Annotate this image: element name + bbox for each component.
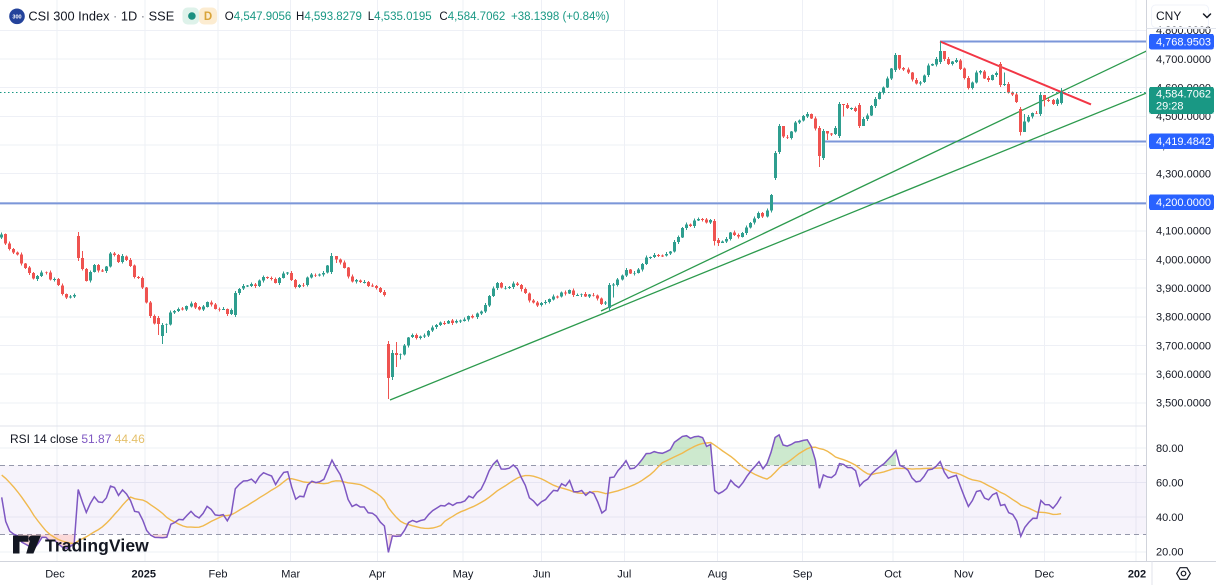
svg-text:Sep: Sep [793, 569, 813, 581]
svg-text:CNY: CNY [1156, 9, 1181, 23]
svg-text:Oct: Oct [884, 569, 901, 581]
svg-text:Dec: Dec [45, 569, 65, 581]
svg-text:H4,593.8279: H4,593.8279 [296, 11, 362, 23]
svg-text:O4,547.9056: O4,547.9056 [225, 11, 292, 23]
svg-text:Feb: Feb [209, 569, 228, 581]
svg-text:202: 202 [1128, 569, 1146, 581]
svg-text:4,584.7062: 4,584.7062 [1156, 89, 1211, 101]
svg-text:CSI 300 Index · 1D · SSE: CSI 300 Index · 1D · SSE [28, 9, 174, 24]
svg-text:RSI 14 close 51.87 44.46: RSI 14 close 51.87 44.46 [10, 432, 145, 446]
svg-text:4,200.0000: 4,200.0000 [1156, 197, 1211, 209]
svg-text:4,500.0000: 4,500.0000 [1156, 111, 1211, 123]
svg-text:29:28: 29:28 [1156, 100, 1184, 112]
svg-text:3,600.0000: 3,600.0000 [1156, 369, 1211, 381]
svg-text:D: D [204, 11, 212, 23]
svg-text:2025: 2025 [132, 569, 156, 581]
svg-text:Jul: Jul [617, 569, 631, 581]
svg-text:4,419.4842: 4,419.4842 [1156, 136, 1211, 148]
svg-text:Mar: Mar [281, 569, 300, 581]
svg-text:L4,535.0195: L4,535.0195 [368, 11, 432, 23]
svg-text:May: May [453, 569, 474, 581]
svg-text:3,800.0000: 3,800.0000 [1156, 312, 1211, 324]
svg-text:4,300.0000: 4,300.0000 [1156, 168, 1211, 180]
svg-text:+38.1398 (+0.84%): +38.1398 (+0.84%) [511, 11, 610, 23]
svg-text:60.00: 60.00 [1156, 477, 1184, 489]
svg-text:3,900.0000: 3,900.0000 [1156, 283, 1211, 295]
svg-text:40.00: 40.00 [1156, 512, 1184, 524]
svg-text:4,000.0000: 4,000.0000 [1156, 254, 1211, 266]
svg-text:3,500.0000: 3,500.0000 [1156, 398, 1211, 410]
svg-text:Jun: Jun [533, 569, 551, 581]
svg-text:Aug: Aug [708, 569, 728, 581]
svg-text:Apr: Apr [369, 569, 386, 581]
svg-text:TradingView: TradingView [45, 536, 149, 556]
svg-text:4,700.0000: 4,700.0000 [1156, 54, 1211, 66]
svg-text:20.00: 20.00 [1156, 547, 1184, 559]
svg-text:3,700.0000: 3,700.0000 [1156, 340, 1211, 352]
svg-text:4,100.0000: 4,100.0000 [1156, 226, 1211, 238]
svg-text:300: 300 [12, 14, 21, 20]
svg-text:C4,584.7062: C4,584.7062 [439, 11, 505, 23]
svg-text:Dec: Dec [1035, 569, 1055, 581]
svg-text:Nov: Nov [954, 569, 974, 581]
svg-text:80.00: 80.00 [1156, 443, 1184, 455]
svg-text:4,768.9503: 4,768.9503 [1156, 36, 1211, 48]
